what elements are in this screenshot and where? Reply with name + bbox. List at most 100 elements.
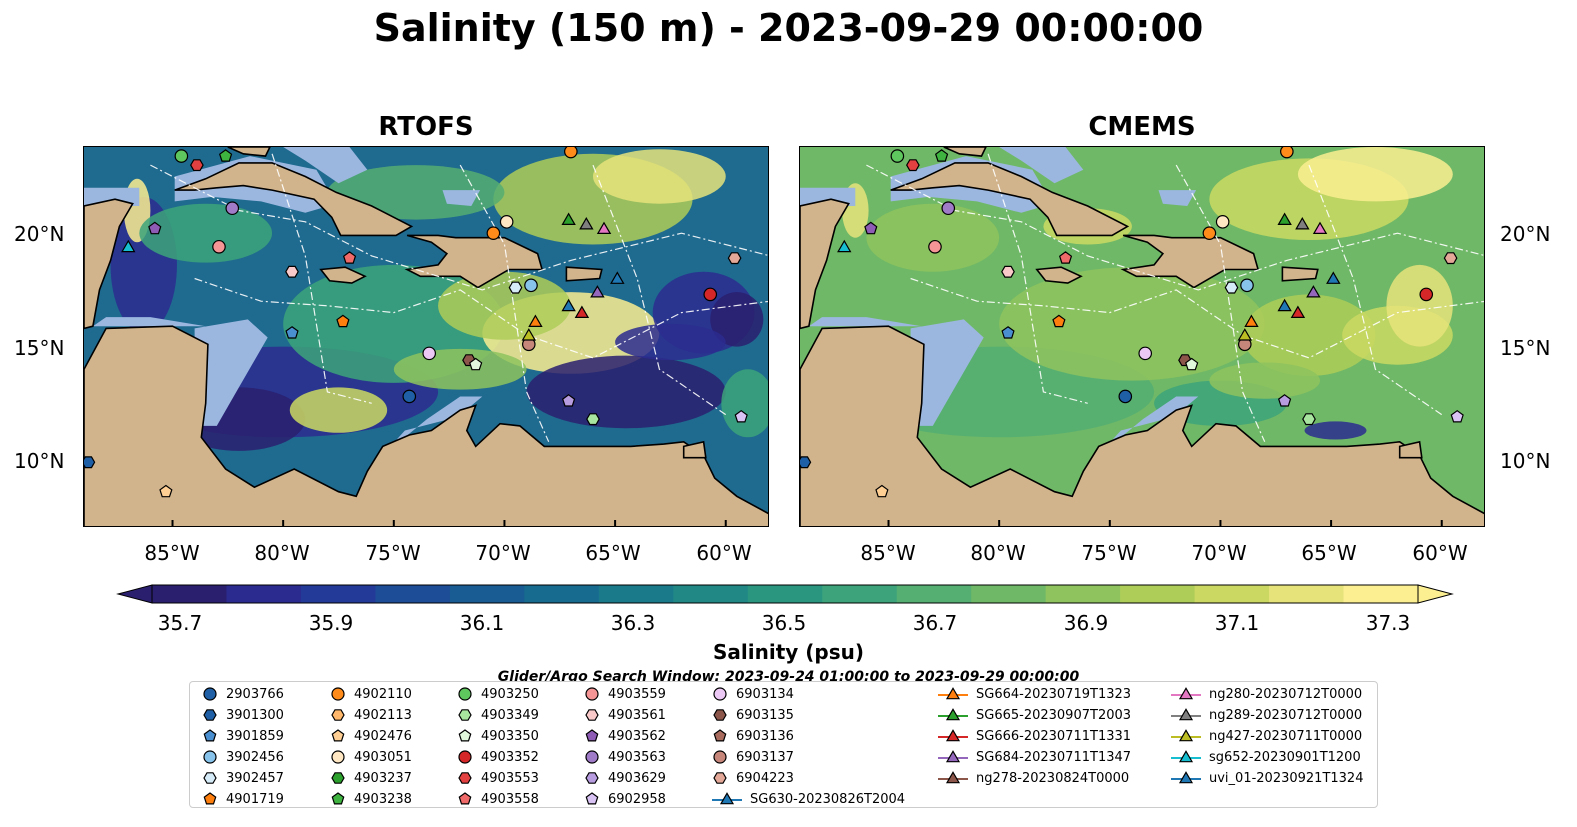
panel-title-cmems: CMEMS	[1088, 112, 1196, 142]
observation-marker	[1450, 409, 1464, 423]
observation-marker	[1052, 314, 1066, 328]
colorbar-segment	[1269, 585, 1345, 603]
colorbar-segment	[1343, 585, 1419, 603]
legend-marker	[1171, 708, 1201, 721]
lon-label-65w-right: 65°W	[1301, 541, 1357, 565]
salinity-feature	[1242, 294, 1376, 377]
land-hispaniola	[1120, 234, 1260, 289]
colorbar-segment	[1120, 585, 1196, 603]
observation-marker	[148, 221, 162, 235]
boundary-line	[592, 164, 727, 416]
observation-marker	[1326, 271, 1341, 284]
observation-marker	[561, 298, 576, 312]
legend-item: 3901859	[200, 726, 284, 746]
map-rtofs	[83, 146, 769, 527]
legend-label: SG665-20230907T2003	[976, 707, 1132, 723]
lon-label-85w-left: 85°W	[144, 541, 200, 565]
legend-marker-shape	[945, 708, 961, 721]
shelf-colshelf	[1076, 396, 1199, 488]
shelf-nicshelf	[910, 319, 984, 426]
shelf-caicos	[442, 190, 481, 206]
legend-label: 3902456	[226, 749, 284, 765]
legend-marker	[938, 708, 968, 721]
lat-label-15n-right: 15°N	[1500, 336, 1551, 360]
observation-marker	[1419, 287, 1434, 302]
lon-label-75w-right: 75°W	[1081, 541, 1137, 565]
legend-marker	[1171, 687, 1201, 700]
observation-marker	[84, 456, 96, 469]
observation-marker	[499, 215, 514, 229]
land-jamaica	[319, 266, 367, 284]
observation-marker	[1295, 216, 1310, 230]
shelf-bahamas	[283, 147, 368, 184]
salinity-feature	[592, 149, 726, 204]
land-puertorico	[565, 266, 603, 282]
legend-marker	[585, 772, 599, 784]
observation-marker	[336, 314, 350, 328]
legend-item: 2903766	[200, 684, 284, 704]
observation-marker	[1302, 413, 1316, 426]
legend-marker-shape	[458, 792, 472, 805]
legend-marker	[331, 792, 345, 805]
legend-marker	[713, 729, 727, 742]
legend-label: 4903561	[608, 707, 666, 723]
legend-marker	[458, 709, 472, 721]
legend-item: 4901719	[200, 789, 284, 809]
legend-item: ng427-20230711T0000	[1169, 726, 1362, 746]
legend-marker-shape	[203, 709, 217, 721]
colorbar-segment	[524, 585, 600, 603]
legend-label: 6903137	[736, 749, 794, 765]
observation-marker	[469, 357, 483, 371]
legend-marker	[458, 792, 472, 805]
colorbar-segment	[152, 585, 227, 603]
legend-marker	[585, 792, 599, 805]
boundary-line	[866, 164, 1484, 291]
colorbar-segment	[226, 585, 302, 603]
legend-item: 4903349	[455, 705, 539, 725]
observation-marker	[837, 239, 852, 253]
colorbar-segment	[300, 585, 376, 603]
legend-label: 4903559	[608, 686, 666, 702]
colorbar-tick-35-7: 35.7	[157, 611, 203, 635]
colorbar	[116, 584, 1454, 604]
legend-item: 3902456	[200, 747, 284, 767]
colorbar-tick-37-3: 37.3	[1365, 611, 1411, 635]
observation-marker	[561, 394, 576, 407]
legend-label: 4901719	[226, 791, 284, 807]
colorbar-tick-36-1: 36.1	[459, 611, 505, 635]
legend-label: SG684-20230711T1347	[976, 749, 1132, 765]
legend-label: ng427-20230711T0000	[1209, 728, 1363, 744]
legend-label: 6903134	[736, 686, 794, 702]
colorbar-tick-37-1: 37.1	[1214, 611, 1260, 635]
observation-marker	[521, 328, 537, 341]
colorbar-segment	[747, 585, 823, 603]
boundary-line	[910, 277, 1484, 359]
observation-marker	[402, 389, 417, 404]
legend-item: 3901300	[200, 705, 284, 725]
salinity-feature	[1386, 264, 1453, 347]
lat-label-20n-left: 20°N	[14, 222, 65, 246]
salinity-feature	[866, 203, 1000, 272]
legend-item: 4903237	[328, 768, 412, 788]
legend-marker-shape	[585, 772, 599, 784]
observation-marker	[1118, 389, 1133, 404]
legend-marker-shape	[331, 792, 345, 805]
legend-marker-shape	[458, 709, 472, 721]
salinity-feature	[710, 292, 764, 347]
legend-item: ng289-20230712T0000	[1169, 705, 1362, 725]
legend-label: 4903238	[354, 791, 412, 807]
observation-marker	[225, 201, 240, 216]
legend-marker-shape	[719, 792, 735, 805]
lon-label-70w-left: 70°W	[475, 541, 531, 565]
legend-item: 6902958	[582, 789, 666, 809]
boundary-line	[1175, 164, 1266, 443]
land-jamaica	[1035, 266, 1083, 284]
legend-item: SG666-20230711T1331	[936, 726, 1131, 746]
observation-marker	[564, 147, 578, 159]
observation-marker	[727, 252, 742, 265]
observation-marker	[1215, 215, 1230, 229]
legend-marker	[938, 729, 968, 742]
legend-label: 4903349	[481, 707, 539, 723]
legend-item: 6903137	[710, 747, 794, 767]
salinity-feature	[289, 387, 388, 433]
